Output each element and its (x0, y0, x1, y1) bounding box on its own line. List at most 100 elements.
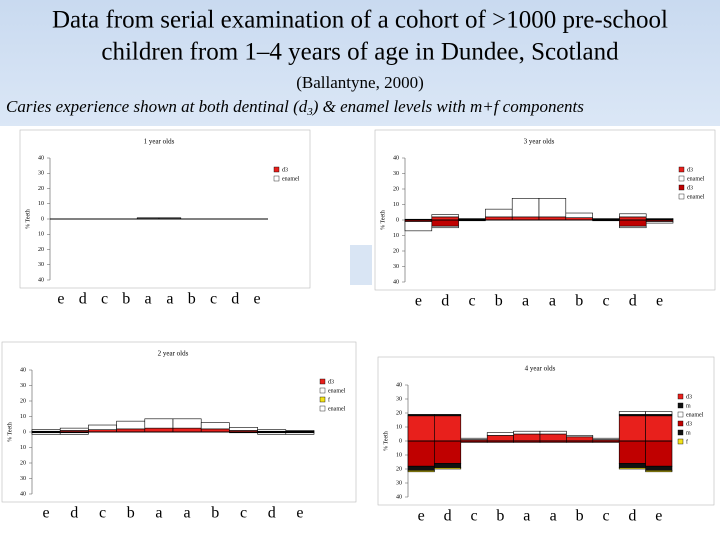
bar-segment (645, 440, 673, 467)
x-tick-label: d (268, 505, 276, 522)
legend-label: d3 (687, 185, 693, 191)
y-tick-label: 0 (23, 429, 26, 435)
y-tick-label: 20 (38, 186, 44, 192)
bar-segment (566, 435, 594, 438)
chart-title: 1 year olds (144, 138, 175, 146)
x-tick-label: b (122, 291, 130, 308)
bar-segment (618, 440, 646, 464)
legend-swatch (273, 175, 280, 182)
x-tick-label: d (444, 508, 452, 525)
x-tick-label: d (628, 508, 636, 525)
legend-label: m (686, 403, 691, 409)
y-axis-label: % Teeth (25, 209, 31, 229)
bar-segment (645, 411, 673, 415)
caption-part: Caries experience shown at both dentinal… (6, 97, 308, 116)
x-tick-label: c (602, 508, 609, 525)
bar-segment (407, 470, 435, 473)
legend-swatch (677, 438, 684, 445)
header-background (0, 0, 720, 126)
bar-segment (592, 218, 620, 220)
caption: Caries experience shown at both dentinal… (6, 97, 584, 118)
x-tick-label: b (211, 505, 219, 522)
x-tick-label: b (495, 293, 503, 310)
bar-segment (513, 433, 541, 442)
y-tick-label: 40 (393, 279, 399, 285)
bar-segment (434, 467, 462, 470)
x-tick-label: c (210, 291, 217, 308)
x-tick-label: b (496, 508, 504, 525)
legend-label: enamel (328, 388, 346, 394)
legend-label: f (328, 396, 330, 403)
legend-label: d3 (686, 394, 692, 400)
y-tick-label: 30 (20, 383, 26, 389)
y-tick-label: 40 (20, 367, 26, 373)
bar-segment (407, 440, 435, 467)
x-tick-label: d (629, 293, 637, 310)
y-tick-label: 30 (38, 262, 44, 268)
legend-label: enamel (686, 412, 704, 418)
x-tick-label: a (155, 505, 162, 522)
chart-title: 3 year olds (524, 138, 555, 146)
bar-segment (592, 437, 620, 440)
x-tick-label: c (99, 505, 106, 522)
x-tick-label: d (441, 293, 449, 310)
caption-sub: 3 (306, 106, 313, 118)
bar-segment (458, 218, 486, 220)
legend-swatch (273, 166, 280, 173)
x-tick-label: e (656, 293, 663, 310)
bar-segment (407, 414, 435, 417)
x-tick-label: c (101, 291, 108, 308)
chart-title: 4 year olds (525, 365, 556, 373)
y-tick-label: 40 (38, 155, 44, 161)
bar-segment (59, 432, 89, 435)
x-tick-label: b (576, 508, 584, 525)
y-tick-label: 20 (393, 248, 399, 254)
bar-segment (404, 221, 433, 232)
y-tick-label: 40 (38, 277, 44, 283)
bar-segment (136, 217, 160, 219)
bar-segment (257, 432, 287, 435)
bar-segment (618, 415, 646, 442)
y-axis-label: % Teeth (383, 431, 389, 451)
bar-segment (144, 427, 174, 433)
bar-segment (434, 415, 462, 442)
x-tick-label: c (470, 508, 477, 525)
bar-segment (144, 418, 174, 429)
bar-segment (486, 435, 514, 442)
y-tick-label: 10 (393, 233, 399, 239)
y-tick-label: 30 (396, 480, 402, 486)
legend-label: f (686, 438, 688, 445)
legend-swatch (677, 420, 684, 427)
legend-swatch (677, 393, 684, 400)
x-tick-label: e (415, 293, 422, 310)
x-tick-label: d (231, 291, 239, 308)
chart-title: 2 year olds (158, 350, 189, 358)
x-tick-label: b (575, 293, 583, 310)
bar-segment (431, 219, 459, 227)
title-line: Data from serial examination of a cohort… (52, 7, 668, 34)
x-tick-label: e (57, 291, 64, 308)
bar-segment (88, 424, 117, 430)
y-tick-label: 10 (20, 445, 26, 451)
bar-segment (645, 218, 674, 220)
x-tick-label: d (70, 505, 78, 522)
legend-swatch (678, 193, 685, 200)
bar-segment (431, 225, 459, 229)
y-tick-label: 20 (396, 466, 402, 472)
bar-segment (407, 465, 435, 471)
x-tick-label: c (602, 293, 609, 310)
legend-label: d3 (686, 421, 692, 427)
y-tick-label: 30 (20, 476, 26, 482)
bar-segment (619, 213, 647, 218)
bar-segment (172, 427, 202, 433)
x-tick-label: b (188, 291, 196, 308)
bar-segment (486, 432, 514, 436)
x-tick-label: b (127, 505, 135, 522)
legend-swatch (319, 405, 326, 412)
legend-label: enamel (328, 406, 346, 412)
y-tick-label: 10 (38, 232, 44, 238)
bar-segment (200, 422, 230, 430)
x-tick-label: e (254, 291, 261, 308)
chart-background (19, 129, 311, 289)
bar-segment (460, 437, 488, 440)
